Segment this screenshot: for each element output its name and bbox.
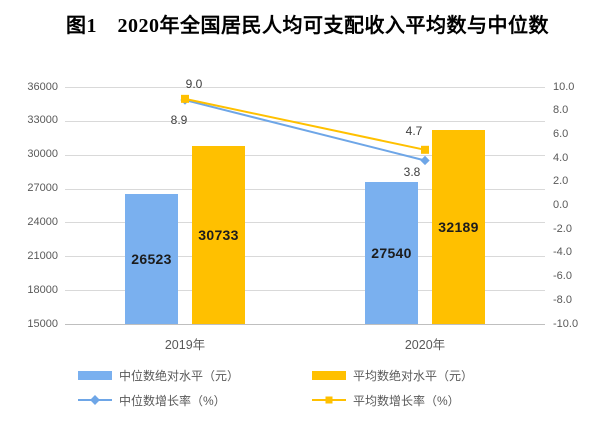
bar-median-2020年: 27540 (365, 182, 418, 324)
legend-item-median-bar: 中位数绝对水平（元） (78, 368, 240, 383)
right-axis-tick: 0.0 (553, 199, 569, 211)
bar-value-label: 26523 (131, 250, 172, 267)
legend-label-median-line: 中位数增长率（%） (119, 393, 226, 408)
legend-item-average-bar: 平均数绝对水平（元） (312, 368, 474, 383)
line-point-label: 9.0 (185, 76, 203, 91)
legend-label-median-bar: 中位数绝对水平（元） (119, 368, 240, 383)
left-axis-tick: 27000 (27, 182, 58, 195)
bar-median-2019年: 26523 (125, 193, 178, 324)
chart-title: 图1 2020年全国居民人均可支配收入平均数与中位数 (66, 15, 549, 37)
average-bar-swatch (312, 370, 346, 380)
square-marker-icon (181, 94, 189, 103)
legend-item-average-line: 平均数增长率（%） (312, 393, 460, 408)
gridline (65, 87, 545, 88)
category-label: 2019年 (164, 338, 206, 352)
left-axis-tick: 33000 (27, 114, 58, 127)
diamond-marker-icon (180, 95, 190, 105)
left-axis-tick: 15000 (27, 317, 58, 330)
bar-value-label: 27540 (371, 245, 412, 262)
right-axis-tick: -8.0 (553, 293, 572, 306)
right-axis-tick: 10.0 (553, 80, 575, 93)
line-point-label: 3.8 (403, 165, 421, 180)
right-axis-tick: 2.0 (553, 175, 569, 188)
bar-average-2020年: 32189 (432, 130, 485, 324)
gridline (65, 222, 545, 224)
left-axis-tick: 30000 (27, 148, 58, 161)
left-axis-tick: 21000 (27, 249, 58, 262)
bar-value-label: 32189 (438, 218, 479, 235)
left-axis-tick: 36000 (27, 80, 58, 93)
gridline (65, 120, 545, 122)
category-label: 2020年 (404, 338, 446, 352)
bar-average-2019年: 30733 (192, 146, 245, 324)
diamond-marker-icon (420, 155, 430, 166)
square-marker-icon (421, 145, 429, 154)
legend-label-average-bar: 平均数绝对水平（元） (353, 368, 474, 383)
median-line-swatch (78, 395, 112, 405)
line-point-label: 8.9 (170, 113, 188, 128)
gridline (65, 290, 545, 292)
right-axis-tick: -4.0 (553, 246, 572, 259)
right-axis-tick: 4.0 (553, 151, 569, 164)
left-axis-tick: 18000 (27, 283, 58, 296)
gridline (65, 188, 545, 190)
median-bar-swatch (78, 370, 112, 380)
diamond-marker-icon (90, 395, 100, 405)
line-point-label: 4.7 (405, 123, 423, 138)
left-axis-tick: 24000 (27, 215, 58, 228)
right-axis-tick: -10.0 (553, 317, 579, 330)
right-axis-tick: 6.0 (553, 127, 569, 140)
right-axis-tick: 8.0 (553, 104, 569, 117)
square-marker-icon (325, 396, 333, 404)
bar-value-label: 30733 (198, 227, 239, 244)
right-axis-tick: -2.0 (553, 222, 572, 235)
average-line-swatch (312, 396, 346, 405)
legend-item-median-line: 中位数增长率（%） (78, 393, 226, 408)
line-average (184, 97, 426, 151)
x-axis-line (65, 324, 545, 325)
legend-label-average-line: 平均数增长率（%） (353, 393, 460, 408)
gridline (65, 256, 545, 258)
right-axis-tick: -6.0 (553, 270, 572, 283)
